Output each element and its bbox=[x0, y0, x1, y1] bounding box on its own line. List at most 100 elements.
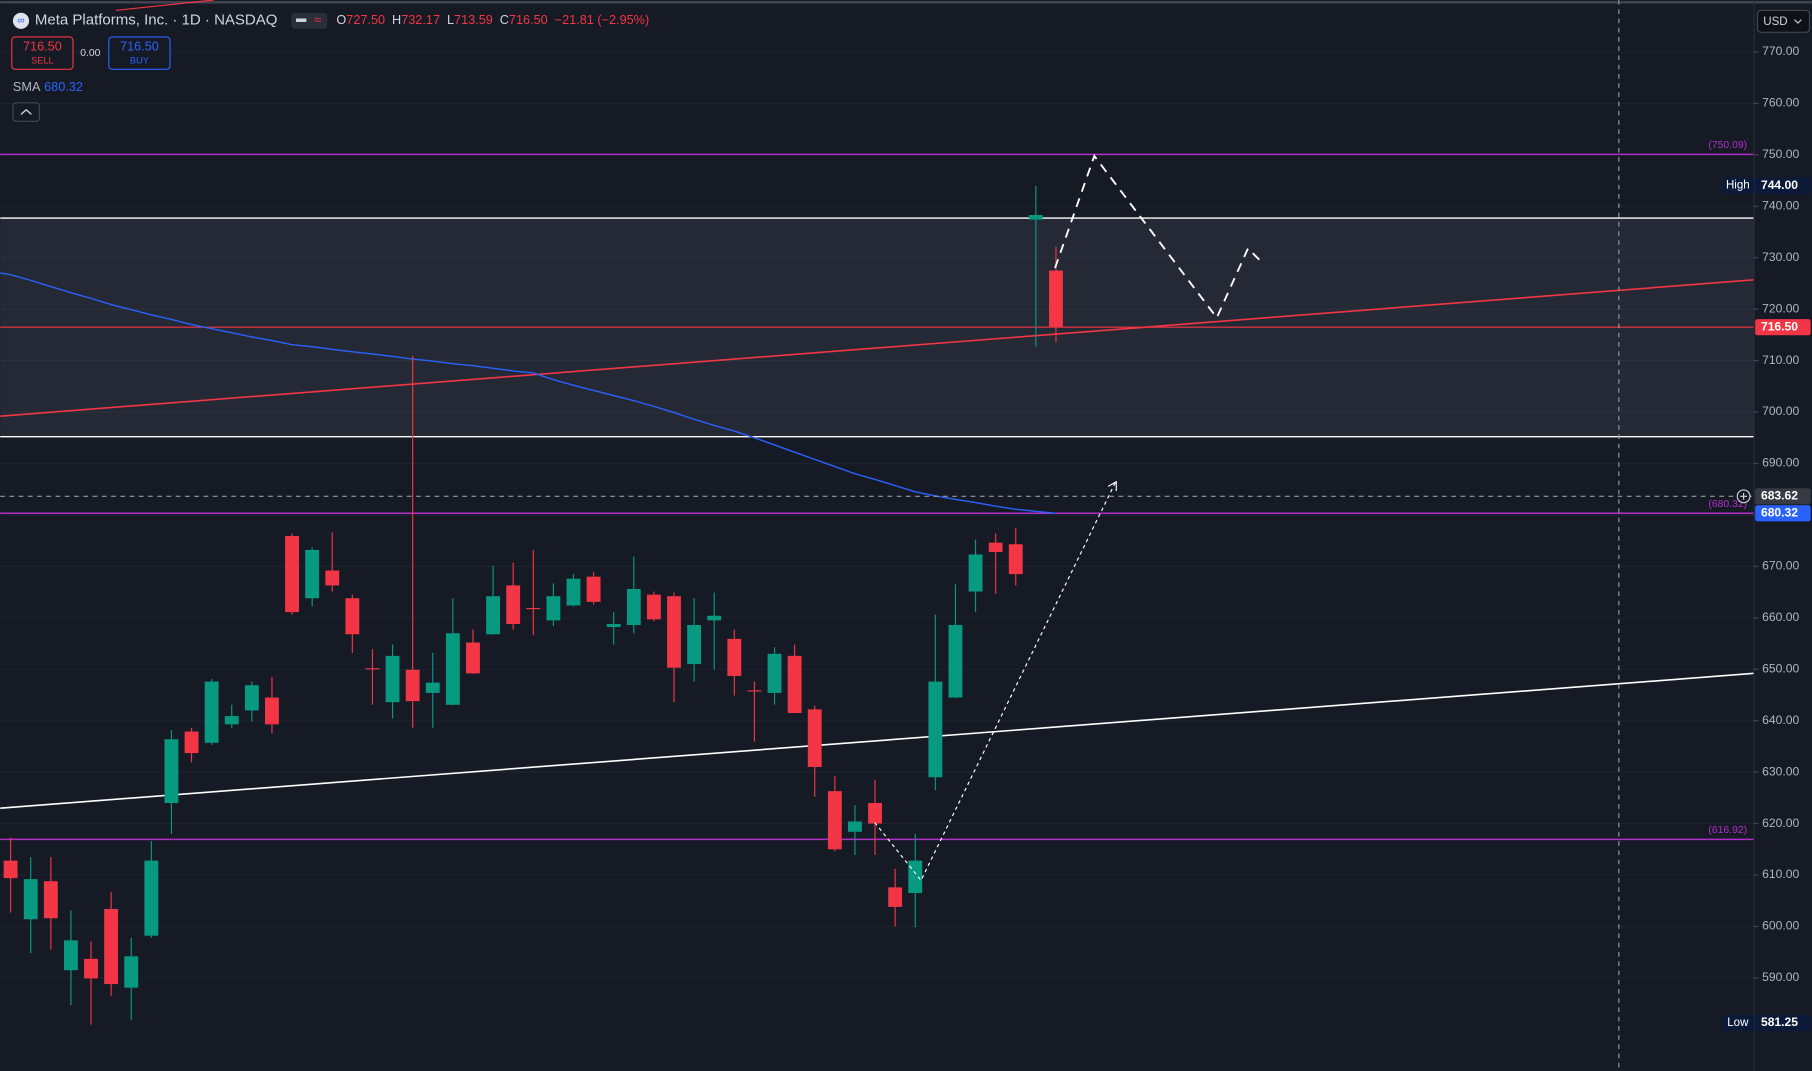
candle-body bbox=[345, 598, 360, 635]
buy-label: BUY bbox=[130, 56, 149, 66]
candle-body bbox=[466, 642, 480, 674]
price-badge-label: 716.50 bbox=[1761, 319, 1798, 333]
candle-body bbox=[3, 860, 18, 879]
candle-body bbox=[486, 596, 501, 635]
logo bbox=[12, 12, 30, 29]
candle-body bbox=[988, 542, 1003, 552]
spread: 0.00 bbox=[80, 48, 100, 59]
y-tick-label: 710.00 bbox=[1762, 353, 1799, 367]
candle-body bbox=[445, 633, 460, 705]
candle-body bbox=[727, 638, 742, 676]
candle-body bbox=[23, 879, 38, 920]
candle-body bbox=[646, 594, 661, 620]
y-tick-label: 690.00 bbox=[1762, 456, 1799, 470]
candle-body bbox=[566, 578, 581, 606]
pill-icon: ≈ bbox=[314, 13, 321, 27]
candle-body bbox=[767, 653, 782, 693]
level-label: (750.09) bbox=[1708, 140, 1747, 151]
price-badge bbox=[1755, 505, 1811, 522]
candle-body bbox=[285, 536, 299, 613]
y-tick-label: 650.00 bbox=[1762, 661, 1799, 675]
sell-button[interactable] bbox=[11, 36, 74, 70]
candle-body bbox=[827, 791, 842, 850]
sma-line bbox=[10, 274, 1057, 514]
price-badge bbox=[1755, 177, 1811, 194]
candle-body bbox=[84, 958, 98, 979]
price-badge bbox=[1755, 319, 1811, 336]
candle-body bbox=[526, 608, 541, 610]
indicator-value: 680.32 bbox=[44, 80, 83, 94]
level-label: (616.92) bbox=[1708, 825, 1747, 836]
collapse-button[interactable] bbox=[12, 102, 41, 122]
trendline-fragment bbox=[115, 0, 215, 11]
price-badge-label: 581.25 bbox=[1761, 1015, 1798, 1029]
legend-value: 727.50 bbox=[346, 13, 385, 27]
badge-tag bbox=[1721, 1014, 1755, 1031]
candle-body bbox=[224, 716, 239, 725]
candle-body bbox=[1008, 544, 1023, 575]
y-tick-label: 590.00 bbox=[1762, 970, 1799, 984]
y-tick-label: 730.00 bbox=[1762, 250, 1799, 264]
candle-body bbox=[204, 681, 219, 743]
legend-key: O bbox=[336, 13, 346, 27]
candle-body bbox=[968, 554, 983, 592]
candle-body bbox=[506, 585, 521, 624]
currency: USD bbox=[1756, 9, 1811, 33]
candle-body bbox=[124, 956, 139, 988]
header: ∞ Meta Platforms, Inc. · 1D · NASDAQ ≈ O… bbox=[12, 12, 649, 29]
price-badge-label: 680.32 bbox=[1761, 505, 1798, 519]
legend-key: L bbox=[447, 13, 454, 27]
candle-body bbox=[787, 655, 802, 713]
candle-body bbox=[405, 669, 420, 702]
candle-body bbox=[606, 623, 621, 628]
trendline bbox=[0, 279, 1755, 417]
candle-body bbox=[365, 668, 380, 670]
candle-body bbox=[747, 690, 762, 692]
candle-body bbox=[425, 682, 440, 693]
y-tick-label: 740.00 bbox=[1762, 198, 1799, 212]
y-tick-label: 620.00 bbox=[1762, 816, 1799, 830]
y-tick-label: 760.00 bbox=[1762, 96, 1799, 110]
y-tick-label: 630.00 bbox=[1762, 764, 1799, 778]
y-tick-label: 610.00 bbox=[1762, 867, 1799, 881]
candle-body bbox=[325, 570, 340, 586]
y-tick-label: 670.00 bbox=[1762, 559, 1799, 573]
candle-body bbox=[667, 596, 681, 668]
logo-mark: ∞ bbox=[17, 16, 24, 27]
y-tick-label: 660.00 bbox=[1762, 610, 1799, 624]
pill-icon bbox=[295, 18, 307, 22]
candle-body bbox=[43, 881, 58, 919]
symbol-title: Meta Platforms, Inc. · 1D · NASDAQ bbox=[35, 12, 278, 29]
trendline bbox=[0, 672, 1755, 809]
buy-price: 716.50 bbox=[120, 40, 159, 54]
candle-body bbox=[888, 887, 903, 907]
legend-value: 732.17 bbox=[401, 13, 440, 27]
chevron bbox=[20, 108, 32, 115]
indicator-pill[interactable] bbox=[291, 12, 328, 29]
sell-price: 716.50 bbox=[23, 40, 62, 54]
candle-body bbox=[164, 739, 179, 803]
candle-body bbox=[184, 731, 199, 754]
currency-button[interactable] bbox=[1756, 9, 1811, 33]
badge-tag bbox=[1721, 177, 1755, 194]
price-badge bbox=[1755, 488, 1811, 505]
indicator-name: SMA bbox=[13, 80, 41, 94]
candle-body bbox=[928, 681, 943, 778]
candle-body bbox=[908, 860, 923, 894]
candle-body bbox=[948, 625, 963, 698]
axis-layer: 590.00 600.00 610.00 620.00 630.00 640.00 650.… bbox=[1721, 44, 1811, 1031]
price-badge bbox=[1755, 1014, 1811, 1031]
candle-body bbox=[807, 709, 822, 767]
candle-body bbox=[144, 860, 159, 936]
buy-button[interactable] bbox=[108, 36, 171, 70]
candle-body bbox=[848, 821, 862, 832]
candle-body bbox=[1028, 215, 1043, 220]
arrow-head bbox=[1107, 480, 1117, 492]
price-badge-label: 683.62 bbox=[1761, 489, 1798, 503]
currency-label: USD bbox=[1763, 16, 1787, 28]
chevron bbox=[1794, 19, 1802, 24]
legend-key: C bbox=[500, 13, 509, 27]
legend-key: H bbox=[392, 13, 401, 27]
sell-label: SELL bbox=[31, 56, 54, 66]
badge-tag-label: High bbox=[1726, 180, 1750, 192]
